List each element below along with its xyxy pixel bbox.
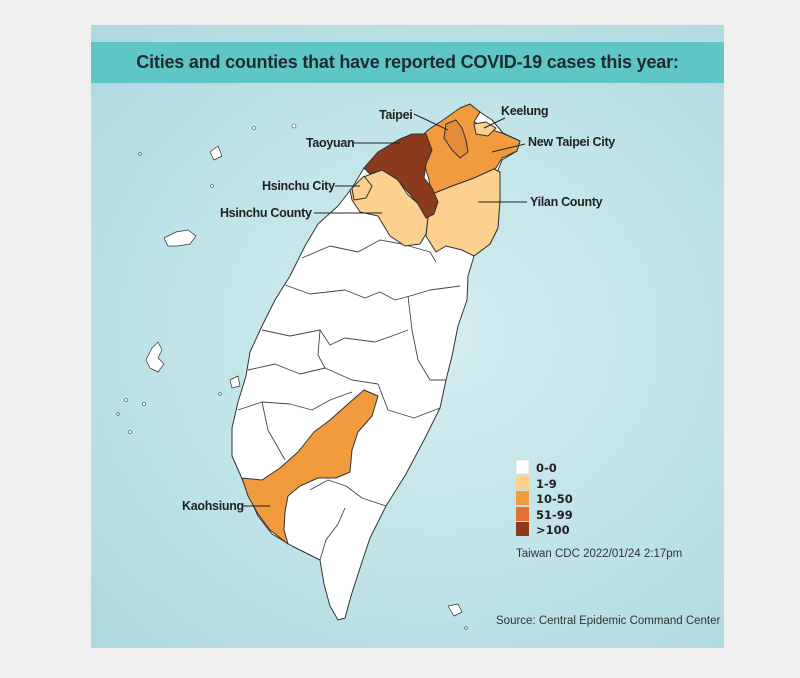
label-new-taipei: New Taipei City bbox=[528, 135, 615, 149]
legend-swatch-4 bbox=[516, 522, 529, 536]
label-hsinchu-city: Hsinchu City bbox=[262, 179, 335, 193]
region-taipei bbox=[443, 119, 469, 159]
label-kaohsiung: Kaohsiung bbox=[182, 499, 244, 513]
legend-swatch-2 bbox=[516, 491, 529, 505]
region-islet bbox=[447, 603, 463, 617]
label-yilan: Yilan County bbox=[530, 195, 603, 209]
source-credit: Source: Central Epidemic Command Center bbox=[496, 615, 721, 627]
map-panel: Cities and counties that have reported C… bbox=[91, 25, 724, 648]
legend-label-2: 10-50 bbox=[536, 492, 573, 506]
legend-swatch-1 bbox=[516, 476, 529, 490]
legend-label-4: >100 bbox=[536, 523, 570, 537]
region-islet bbox=[209, 145, 223, 161]
legend-label-1: 1-9 bbox=[536, 477, 557, 491]
legend-swatch-0 bbox=[515, 459, 530, 475]
region-taoyuan bbox=[363, 133, 439, 219]
label-hsinchu-county: Hsinchu County bbox=[220, 206, 312, 220]
label-taoyuan: Taoyuan bbox=[306, 136, 354, 150]
region-new-taipei bbox=[417, 103, 521, 195]
region-keelung bbox=[473, 121, 497, 137]
label-taipei: Taipei bbox=[379, 108, 412, 122]
region-islet bbox=[229, 375, 241, 389]
region-penghu bbox=[145, 341, 165, 373]
map-title: Cities and counties that have reported C… bbox=[136, 52, 679, 72]
legend-swatch-3 bbox=[516, 507, 529, 521]
legend: 0-0 1-9 10-50 51-99 >100 bbox=[515, 459, 573, 537]
region-islet bbox=[163, 229, 197, 247]
legend-label-3: 51-99 bbox=[536, 508, 573, 522]
title-banner: Cities and counties that have reported C… bbox=[91, 42, 724, 83]
timestamp: Taiwan CDC 2022/01/24 2:17pm bbox=[516, 548, 682, 560]
region-kaohsiung bbox=[241, 389, 379, 545]
region-hsinchu-city bbox=[351, 175, 373, 201]
label-keelung: Keelung bbox=[501, 104, 548, 118]
legend-label-0: 0-0 bbox=[536, 461, 557, 475]
